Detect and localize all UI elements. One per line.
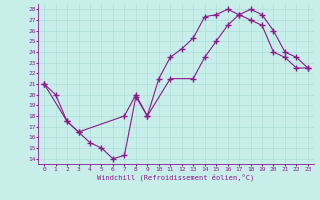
X-axis label: Windchill (Refroidissement éolien,°C): Windchill (Refroidissement éolien,°C) bbox=[97, 173, 255, 181]
